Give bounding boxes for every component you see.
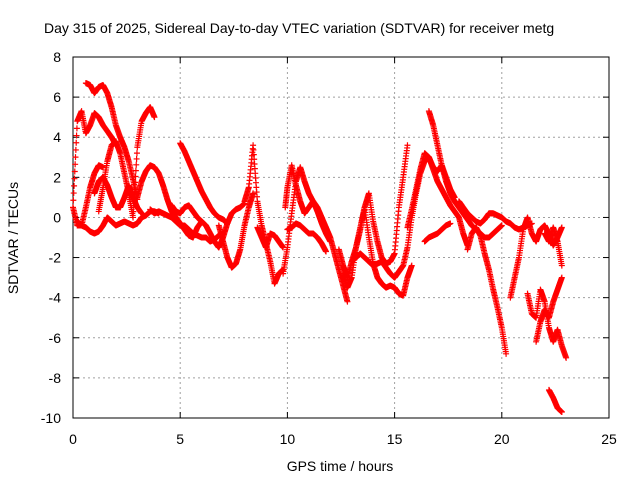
data-point [133, 155, 140, 162]
x-tick-label: 25 [601, 431, 617, 447]
data-point [224, 220, 231, 227]
data-point [503, 350, 510, 357]
data-point [404, 142, 411, 149]
axis-ticks [72, 56, 610, 419]
data-point [133, 161, 140, 168]
series-arc-k [215, 190, 257, 271]
y-tick-label: -4 [49, 290, 62, 306]
data-point [72, 154, 79, 161]
series-arc-ac [545, 386, 565, 415]
data-point [322, 248, 329, 255]
data-point [133, 150, 140, 157]
series-arc-aa [533, 274, 565, 345]
series-arc-j [177, 140, 231, 227]
series-arc-m [254, 224, 287, 251]
data-point [563, 354, 570, 361]
series-arc-w [421, 220, 454, 245]
data-point [71, 182, 78, 189]
y-tick-label: 0 [53, 209, 61, 225]
data-points [70, 80, 570, 415]
data-point [558, 224, 565, 231]
data-point [558, 408, 565, 415]
x-axis-label: GPS time / hours [287, 458, 394, 474]
data-point [72, 161, 79, 168]
data-point [132, 167, 139, 174]
chart-title: Day 315 of 2025, Sidereal Day-to-day VTE… [44, 20, 554, 36]
data-point [344, 298, 351, 305]
data-point [130, 214, 137, 221]
data-point [71, 175, 78, 182]
data-point [70, 190, 77, 197]
data-point [151, 114, 158, 121]
data-point [73, 125, 80, 132]
data-point [71, 168, 78, 175]
data-point [100, 164, 107, 171]
series-arc-e [74, 208, 162, 237]
data-point [327, 238, 334, 245]
y-axis-label: SDTVAR / TECUs [5, 182, 21, 294]
data-point [558, 262, 565, 269]
y-tick-label: 4 [53, 129, 61, 145]
series-arc-p [284, 220, 329, 255]
series-arc-ab [541, 224, 565, 269]
series-arc-x [464, 224, 510, 357]
plot-frame [72, 56, 610, 419]
data-point [132, 173, 139, 180]
y-tick-labels: -10 -8 -6 -4 -2 0 2 4 6 8 [41, 49, 61, 426]
y-tick-label: 2 [53, 169, 61, 185]
data-point [408, 262, 415, 269]
data-point [73, 139, 80, 146]
series-arc-o [282, 162, 334, 245]
series-arc-f [91, 174, 145, 217]
x-tick-label: 5 [176, 431, 184, 447]
data-point [138, 210, 145, 217]
y-tick-label: -6 [49, 330, 62, 346]
data-point [132, 179, 139, 186]
y-tick-label: 6 [53, 89, 61, 105]
y-tick-label: 8 [53, 49, 61, 65]
y-tick-label: -2 [49, 250, 62, 266]
data-point [72, 146, 79, 153]
data-point [558, 274, 565, 281]
series-arc-z [524, 286, 570, 361]
y-tick-label: -8 [49, 370, 62, 386]
x-tick-label: 0 [69, 431, 77, 447]
data-point [70, 197, 77, 204]
data-point [130, 208, 137, 215]
data-point [131, 185, 138, 192]
data-point [498, 222, 505, 229]
series-arc-n [280, 164, 351, 305]
data-point [250, 190, 257, 197]
data-point [447, 220, 454, 227]
series-arc-b [82, 80, 141, 203]
x-tick-label: 20 [494, 431, 510, 447]
y-tick-label: -10 [41, 410, 61, 426]
x-tick-label: 15 [387, 431, 403, 447]
x-tick-labels: 0 5 10 15 20 25 [69, 431, 617, 447]
data-point [73, 132, 80, 139]
series-arc-t [404, 150, 471, 249]
x-tick-label: 10 [280, 431, 296, 447]
